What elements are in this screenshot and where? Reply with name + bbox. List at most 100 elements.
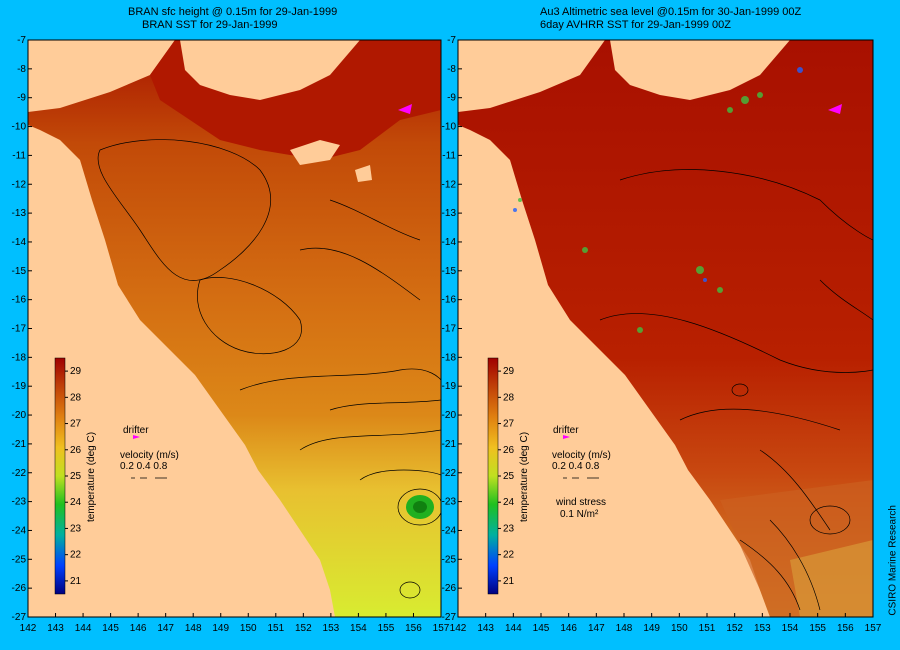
- lon-tick-label: 154: [350, 623, 367, 634]
- colorbar-tick-label: 23: [70, 523, 82, 534]
- right-sea: [458, 40, 873, 617]
- left-drifter-marker: [133, 435, 140, 439]
- lat-tick-label: -26: [12, 583, 27, 594]
- lat-tick-label: -16: [442, 295, 457, 306]
- right-colorbar-ticks: 29 28 27 26 25 24 23 22 21: [498, 366, 515, 587]
- left-map-panel: [28, 40, 441, 617]
- left-legend: drifter velocity (m/s) 0.2 0.4 0.8: [95, 104, 412, 479]
- lon-tick-label: 143: [47, 623, 64, 634]
- colorbar-tick-label: 28: [70, 392, 82, 403]
- colorbar-tick-label: 26: [503, 445, 515, 456]
- lat-tick-label: -22: [12, 468, 27, 479]
- lon-tick-label: 143: [477, 623, 494, 634]
- lon-tick-label: 145: [102, 623, 119, 634]
- lon-tick-label: 142: [450, 623, 467, 634]
- lon-tick-label: 155: [809, 623, 826, 634]
- lat-tick-label: -25: [12, 554, 27, 565]
- right-velocity-label: velocity (m/s): [552, 450, 611, 461]
- lat-tick-label: -7: [447, 35, 456, 46]
- lat-tick-label: -24: [12, 525, 27, 536]
- lon-tick-label: 153: [323, 623, 340, 634]
- lat-tick-label: -7: [17, 35, 26, 46]
- colorbar-tick-label: 23: [503, 523, 515, 534]
- lon-tick-label: 148: [185, 623, 202, 634]
- lat-tick-label: -8: [447, 64, 456, 75]
- left-colorbar: 29 28 27 26 25 24 23 22 21 temperature (deg C): [54, 357, 97, 595]
- lat-tick-label: -15: [12, 266, 27, 277]
- lat-tick-label: -14: [12, 237, 27, 248]
- left-panel-title: BRAN sfc height @ 0.15m for 29-Jan-1999 B…: [128, 6, 338, 31]
- lon-tick-label: 156: [837, 623, 854, 634]
- lat-tick-label: -18: [12, 352, 27, 363]
- left-drifter-label: drifter: [123, 425, 149, 436]
- lon-tick-label: 150: [240, 623, 257, 634]
- lon-tick-label: 142: [20, 623, 37, 634]
- lon-tick-label: 147: [157, 623, 174, 634]
- colorbar-tick-label: 24: [70, 497, 82, 508]
- left-sea: [28, 40, 441, 617]
- lat-tick-label: -12: [442, 179, 457, 190]
- lon-tick-label: 151: [267, 623, 284, 634]
- left-colorbar-ticks: 29 28 27 26 25 24 23 22 21: [65, 366, 82, 587]
- colorbar-tick-label: 21: [503, 576, 515, 587]
- lon-tick-label: 155: [378, 623, 395, 634]
- lat-tick-label: -17: [442, 324, 457, 335]
- lon-tick-label: 150: [671, 623, 688, 634]
- lat-tick-label: -11: [442, 150, 456, 161]
- lat-tick-label: -15: [442, 266, 457, 277]
- lat-tick-label: -13: [12, 208, 27, 219]
- lon-tick-label: 152: [295, 623, 312, 634]
- colorbar-tick-label: 22: [503, 550, 515, 561]
- colorbar-tick-label: 27: [70, 419, 82, 430]
- lat-tick-label: -11: [12, 150, 26, 161]
- lat-tick-label: -13: [442, 208, 457, 219]
- lat-tick-label: -27: [12, 612, 27, 623]
- right-colorbar-label: temperature (deg C): [519, 432, 530, 522]
- lat-tick-label: -19: [442, 381, 457, 392]
- colorbar-tick-label: 21: [70, 576, 82, 587]
- right-panel-title: Au3 Altimetric sea level @0.15m for 30-J…: [540, 6, 802, 31]
- colorbar-tick-label: 25: [503, 471, 515, 482]
- colorbar-tick-label: 29: [70, 366, 82, 377]
- lat-tick-label: -26: [442, 583, 457, 594]
- lat-tick-label: -14: [442, 237, 457, 248]
- right-drifter-marker: [563, 435, 570, 439]
- left-velocity-label: velocity (m/s): [120, 450, 179, 461]
- lon-tick-label: 145: [533, 623, 550, 634]
- lat-tick-label: -16: [12, 295, 27, 306]
- lon-tick-label: 149: [212, 623, 229, 634]
- axes: 142 143 144 145 146 147 148 149 150 151 152 153 154 1…: [12, 35, 882, 634]
- right-drifter-track: [828, 104, 842, 114]
- lat-tick-label: -21: [12, 439, 27, 450]
- lat-tick-label: -10: [12, 122, 27, 133]
- lat-tick-label: -19: [12, 381, 27, 392]
- colorbar-tick-label: 27: [503, 419, 515, 430]
- right-wind-value: 0.1 N/m²: [560, 509, 599, 520]
- lat-tick-label: -8: [17, 64, 26, 75]
- right-map-panel: [458, 40, 873, 617]
- right-colorbar: 29 28 27 26 25 24 23 22 21 temperature (deg C): [487, 357, 530, 595]
- lat-tick-label: -21: [442, 439, 457, 450]
- lon-tick-label: 144: [75, 623, 92, 634]
- lat-tick-label: -24: [442, 525, 457, 536]
- colorbar-tick-label: 29: [503, 366, 515, 377]
- lon-tick-label: 151: [699, 623, 716, 634]
- lon-tick-label: 157: [433, 623, 450, 634]
- lat-tick-label: -23: [12, 497, 27, 508]
- lon-tick-label: 152: [726, 623, 743, 634]
- lat-tick-label: -10: [442, 122, 457, 133]
- left-colorbar-gradient: [54, 357, 66, 595]
- left-colorbar-label: temperature (deg C): [86, 432, 97, 522]
- lon-tick-label: 148: [616, 623, 633, 634]
- lon-tick-label: 146: [130, 623, 147, 634]
- right-legend: drifter velocity (m/s) 0.2 0.4 0.8 wind …: [552, 104, 842, 520]
- colorbar-tick-label: 28: [503, 392, 515, 403]
- lon-tick-label: 156: [405, 623, 422, 634]
- lat-tick-label: -9: [447, 93, 456, 104]
- lon-tick-label: 146: [560, 623, 577, 634]
- lon-tick-label: 154: [782, 623, 799, 634]
- lon-tick-label: 147: [588, 623, 605, 634]
- lon-tick-label: 144: [505, 623, 522, 634]
- right-drifter-label: drifter: [553, 425, 579, 436]
